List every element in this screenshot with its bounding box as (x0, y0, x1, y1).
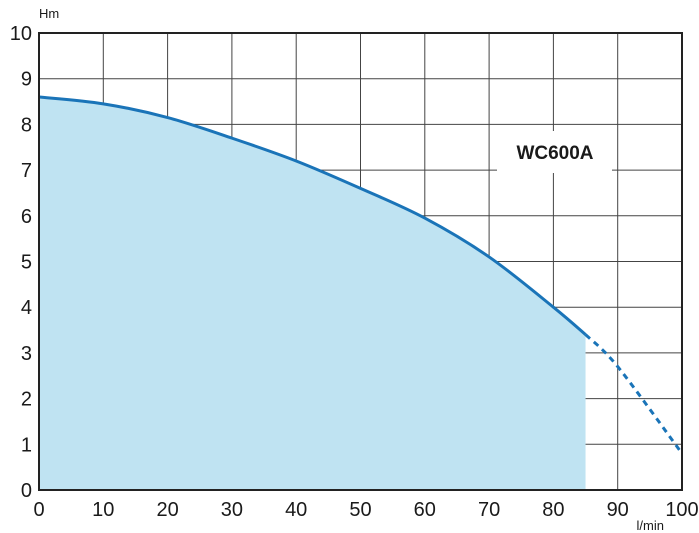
y-axis-label: Hm (39, 6, 59, 21)
y-tick-label: 3 (21, 343, 32, 365)
operating-range-area (39, 96, 586, 490)
x-tick-label: 50 (349, 499, 371, 521)
x-tick-label: 100 (665, 499, 698, 521)
x-tick-label: 60 (414, 499, 436, 521)
y-tick-label: 2 (21, 389, 32, 411)
y-tick-label: 0 (21, 480, 32, 502)
y-tick-label: 4 (21, 297, 32, 319)
plot-frame (38, 32, 683, 491)
x-tick-label: 70 (478, 499, 500, 521)
y-tick-label: 8 (21, 114, 32, 136)
performance-curve-dashed (584, 333, 684, 455)
x-tick-label: 30 (221, 499, 243, 521)
series-label: WC600A (516, 143, 593, 164)
x-tick-label: 80 (542, 499, 564, 521)
y-tick-label: 6 (21, 206, 32, 228)
x-axis-label: l/min (637, 518, 664, 533)
y-tick-label: 5 (21, 252, 32, 274)
x-tick-label: 40 (285, 499, 307, 521)
x-axis-ticks: 0 10 20 30 40 50 60 70 80 90 100 (33, 499, 698, 521)
y-tick-label: 1 (21, 434, 32, 456)
x-tick-label: 20 (156, 499, 178, 521)
y-tick-label: 7 (21, 160, 32, 182)
y-tick-label: 9 (21, 69, 32, 91)
x-tick-label: 10 (92, 499, 114, 521)
x-tick-label: 0 (33, 499, 44, 521)
series-label-background (497, 131, 612, 173)
performance-curve-solid (38, 95, 587, 336)
x-tick-label: 90 (607, 499, 629, 521)
y-tick-label: 10 (10, 23, 32, 45)
y-axis-ticks: 0 1 2 3 4 5 6 7 8 9 10 (10, 23, 32, 502)
